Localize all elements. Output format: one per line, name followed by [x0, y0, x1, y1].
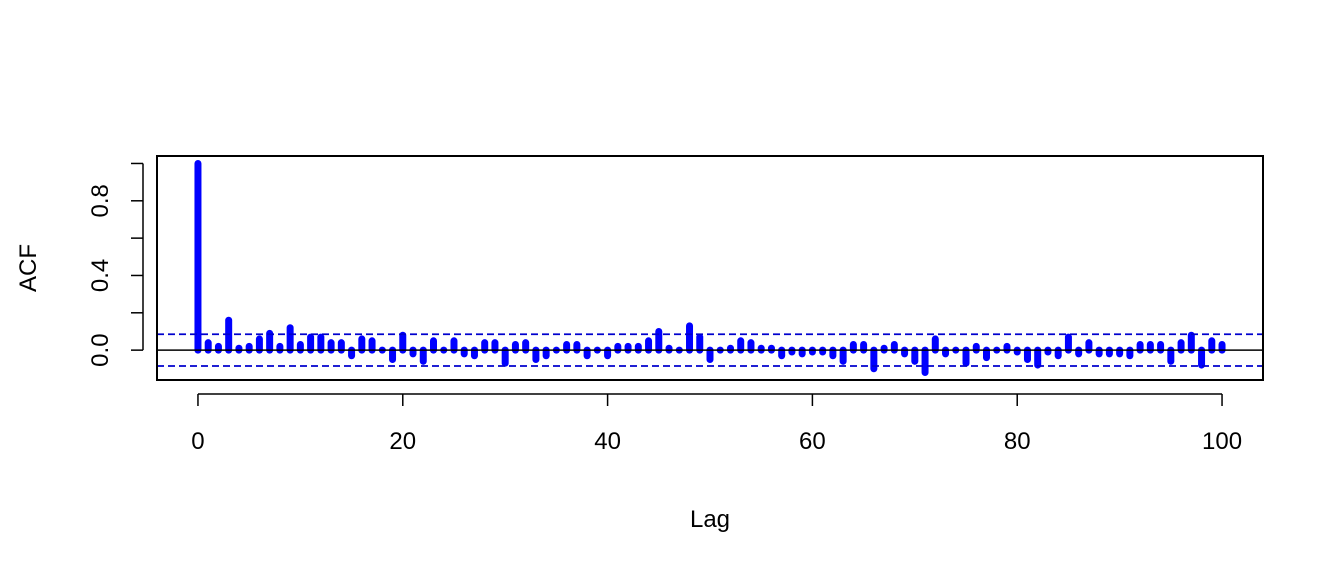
y-tick-label: 0.8 [87, 184, 114, 217]
x-tick-label: 20 [389, 428, 416, 455]
x-tick-label: 100 [1202, 428, 1242, 455]
y-axis-label: ACF [15, 244, 42, 292]
x-tick-label: 40 [594, 428, 621, 455]
x-axis: 0 20 40 60 80 100 [191, 393, 1242, 455]
x-tick-label: 0 [191, 428, 204, 455]
y-axis: 0.0 0.4 0.8 [87, 162, 144, 367]
y-tick-label: 0.0 [87, 333, 114, 366]
x-axis-label: Lag [690, 506, 730, 533]
x-tick-label: 60 [799, 428, 826, 455]
x-tick-label: 80 [1004, 428, 1031, 455]
plot-frame [156, 155, 1264, 381]
acf-bars [194, 159, 1226, 377]
y-tick-label: 0.4 [87, 259, 114, 292]
confidence-bands [157, 333, 1263, 367]
